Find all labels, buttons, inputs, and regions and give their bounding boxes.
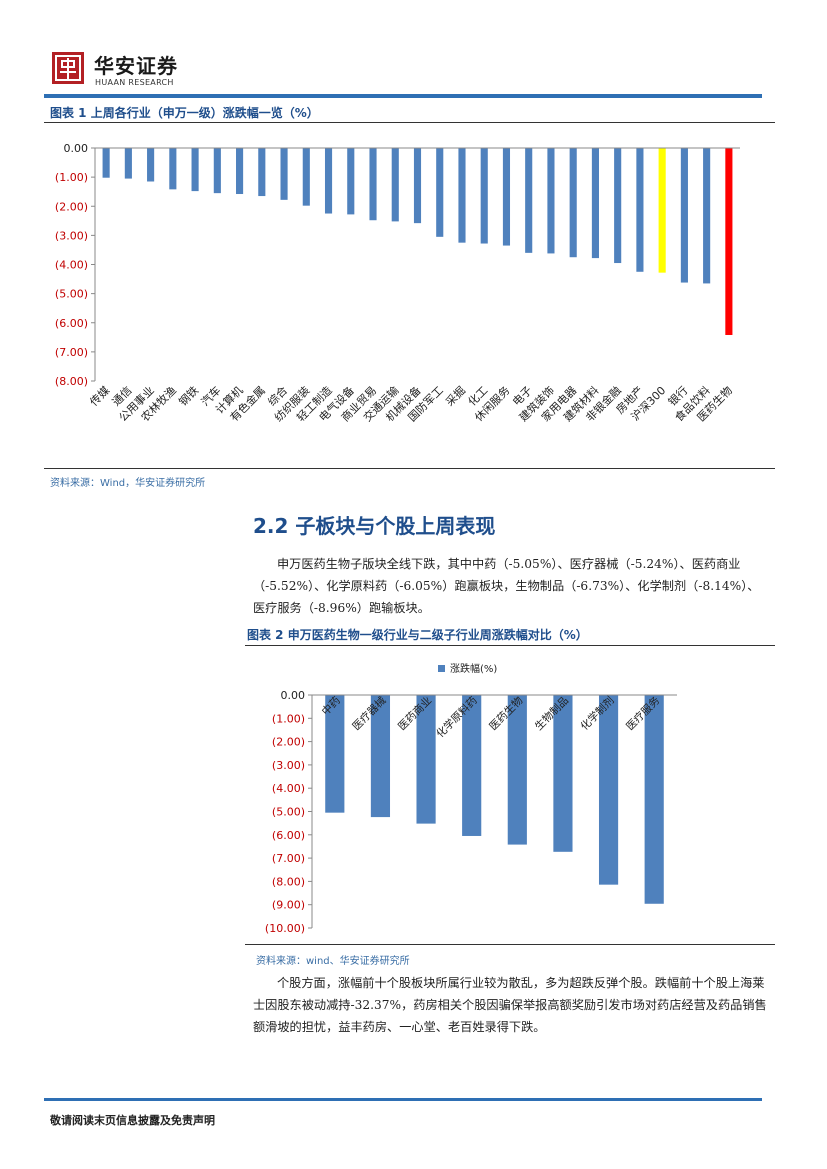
y-tick-label: (4.00): [272, 782, 305, 795]
section-title: 2.2 子板块与个股上周表现: [253, 514, 496, 538]
y-tick-label: (1.00): [272, 712, 305, 725]
legend-swatch: [438, 665, 445, 672]
bar-休闲服务: [502, 148, 511, 246]
figure1-top-rule: [44, 122, 775, 123]
bar-银行: [680, 148, 688, 283]
bar-中药: [325, 695, 345, 813]
bar-电气设备: [347, 148, 355, 215]
y-tick-label: (5.00): [272, 806, 305, 819]
company-logo-icon: [52, 52, 84, 84]
bar-纺织服装: [302, 148, 310, 206]
bar-国防军工: [436, 148, 444, 237]
bar-农林牧渔: [169, 148, 177, 190]
y-tick-label: (7.00): [55, 346, 88, 359]
bar-商业贸易: [369, 148, 377, 221]
bar-公用事业: [147, 148, 155, 182]
bar-医药商业: [416, 695, 436, 824]
bar-化学原料药: [462, 695, 482, 836]
header-divider: [44, 94, 762, 98]
y-tick-label: (1.00): [55, 171, 88, 184]
disclaimer-notice: 敬请阅读末页信息披露及免责声明: [50, 1114, 215, 1127]
bar-食品饮料: [703, 148, 711, 284]
company-name-english: HUAAN RESEARCH: [95, 78, 174, 87]
figure1-bottom-rule: [44, 468, 775, 469]
footer-divider: [44, 1098, 762, 1101]
bar-化工: [480, 148, 488, 244]
bar-采掘: [458, 148, 466, 243]
bar-医疗器械: [370, 695, 391, 818]
y-tick-label: (10.00): [265, 922, 305, 935]
bar-计算机: [236, 148, 244, 195]
y-tick-label: (3.00): [272, 759, 305, 772]
y-tick-label: (6.00): [272, 829, 305, 842]
bar-家用电器: [569, 148, 577, 258]
figure2-title: 图表 2 申万医药生物一级行业与二级子行业周涨跌幅对比（%）: [247, 628, 588, 642]
y-tick-label: (6.00): [55, 317, 88, 330]
bar-生物制品: [553, 695, 573, 852]
figure1-title: 图表 1 上周各行业（申万一级）涨跌幅一览（%）: [50, 106, 319, 120]
bar-轻工制造: [324, 148, 333, 214]
bar-交通运输: [391, 148, 399, 222]
bar-建筑材料: [591, 148, 599, 259]
figure2-top-rule: [245, 645, 775, 646]
bar-医疗服务: [644, 695, 664, 904]
bar-房地产: [636, 148, 644, 272]
y-tick-label: (8.00): [55, 375, 88, 388]
bar-化学制剂: [598, 695, 619, 885]
category-label: 钢铁: [176, 384, 201, 409]
y-tick-label: (4.00): [55, 259, 88, 272]
bar-机械设备: [413, 148, 422, 224]
y-tick-label: (5.00): [55, 288, 88, 301]
paragraph-subsector: 申万医药生物子版块全线下跌，其中中药（-5.05%）、医疗器械（-5.24%）、…: [253, 557, 760, 615]
bar-电子: [525, 148, 533, 253]
bar-沪深300: [658, 148, 666, 273]
figure1-bar-chart: 0.00 (1.00) (2.00) (3.00) (4.00) (5.00) (6.00)…: [55, 142, 740, 424]
bar-通信: [124, 148, 132, 179]
bar-非银金融: [614, 148, 622, 264]
bar-有色金属: [258, 148, 266, 197]
y-tick-label: 0.00: [64, 142, 89, 155]
paragraph-stocks: 个股方面，涨幅前十个股板块所属行业较为散乱，多为超跌反弹个股。跌幅前十个股上海莱…: [253, 976, 767, 1034]
category-label: 采掘: [443, 383, 468, 408]
bar-综合: [280, 148, 288, 200]
y-tick-label: (3.00): [55, 229, 88, 242]
figure2-source: 资料来源：wind、华安证券研究所: [256, 956, 410, 967]
figure1-source: 资料来源：Wind，华安证券研究所: [50, 478, 206, 489]
company-name: 华安证券: [94, 54, 178, 78]
bar-钢铁: [191, 148, 199, 192]
figure2-bottom-rule: [245, 944, 775, 945]
figure2-bar-chart: 0.00 (1.00) (2.00) (3.00) (4.00) (5.00) (6.00)…: [265, 662, 677, 935]
bar-医药生物: [507, 695, 527, 845]
bar-汽车: [213, 148, 221, 194]
y-tick-label: (2.00): [272, 736, 305, 749]
bar-建筑装饰: [547, 148, 555, 254]
bar-传媒: [102, 148, 110, 178]
y-tick-label: (9.00): [272, 899, 305, 912]
y-tick-label: (8.00): [272, 875, 305, 888]
category-label: 传媒: [87, 384, 112, 409]
legend-label: 涨跌幅(%): [450, 662, 497, 675]
bar-医药生物: [725, 148, 733, 335]
y-tick-label: (7.00): [272, 852, 305, 865]
y-tick-label: 0.00: [281, 689, 306, 702]
y-tick-label: (2.00): [55, 200, 88, 213]
